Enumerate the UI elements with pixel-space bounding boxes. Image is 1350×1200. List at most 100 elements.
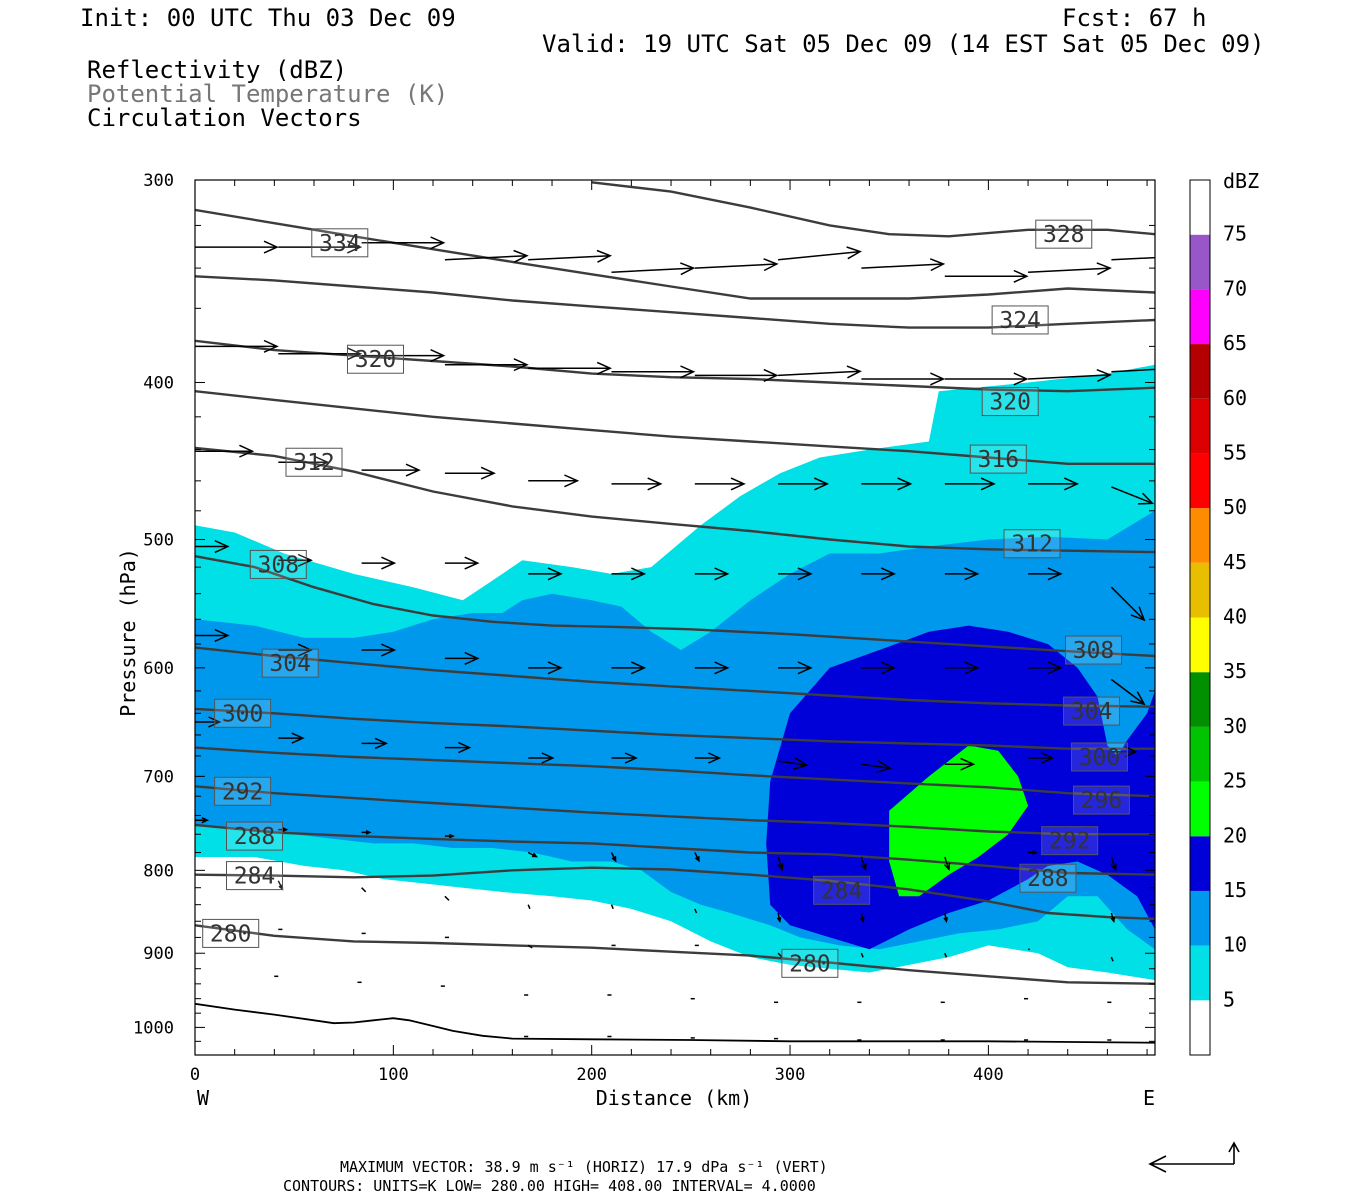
contour-label: 288 bbox=[1027, 866, 1069, 892]
circulation-vector bbox=[611, 752, 638, 764]
circulation-vector bbox=[444, 466, 496, 480]
contour-label: 328 bbox=[1043, 222, 1085, 248]
contour-label: 280 bbox=[210, 921, 252, 947]
field-label-reflectivity: Reflectivity (dBZ) bbox=[87, 56, 347, 84]
theta-contour-328 bbox=[195, 208, 1155, 300]
colorbar-tick-label: 60 bbox=[1223, 386, 1247, 410]
circulation-vector bbox=[1110, 678, 1146, 706]
contour-label-box bbox=[261, 648, 319, 678]
contour-label-box bbox=[346, 344, 404, 374]
circulation-vector bbox=[195, 817, 210, 824]
circulation-vector bbox=[861, 258, 946, 272]
x-axis-label: Distance (km) bbox=[596, 1086, 753, 1110]
circulation-vector bbox=[611, 661, 647, 675]
circulation-vector bbox=[528, 661, 563, 675]
x-axis-west-label: W bbox=[197, 1086, 210, 1110]
theta-contour-312 bbox=[195, 446, 1155, 554]
contour-label-box bbox=[981, 387, 1039, 417]
circulation-vector bbox=[778, 246, 862, 261]
contour-label-box bbox=[969, 444, 1027, 474]
circulation-vector bbox=[1028, 567, 1063, 581]
colorbar: 5 10 15 20 25 30 35 40 45 50 55 60 65 70 75 dBZ bbox=[1189, 169, 1259, 1056]
circulation-vector bbox=[361, 349, 446, 363]
theta-contour-324 bbox=[195, 275, 1155, 329]
colorbar-swatch bbox=[1190, 945, 1210, 1001]
valid-time-label: Valid: 19 UTC Sat 05 Dec 09 (14 EST Sat … bbox=[542, 30, 1264, 58]
circulation-vector bbox=[861, 477, 913, 491]
circulation-vector bbox=[860, 952, 864, 958]
contour-label-box bbox=[1070, 742, 1128, 772]
circulation-vector bbox=[611, 567, 647, 581]
colorbar-tick-label: 65 bbox=[1223, 331, 1247, 355]
max-vector-label: MAXIMUM VECTOR: 38.9 m s⁻¹ (HORIZ) 17.9 … bbox=[340, 1158, 828, 1176]
circulation-vector bbox=[527, 944, 533, 949]
circulation-vector bbox=[444, 741, 472, 754]
circulation-vector bbox=[1028, 850, 1039, 855]
circulation-vector bbox=[861, 760, 892, 773]
colorbar-tick-label: 50 bbox=[1223, 495, 1247, 519]
contours-info-label: CONTOURS: UNITS=K LOW= 280.00 HIGH= 408.… bbox=[283, 1177, 816, 1195]
contour-label: 312 bbox=[1011, 532, 1053, 558]
y-tick-label: 700 bbox=[143, 767, 174, 787]
circulation-vector bbox=[527, 851, 539, 858]
colorbar-swatch bbox=[1190, 344, 1210, 399]
circulation-vector bbox=[278, 643, 313, 657]
circulation-vector bbox=[1110, 912, 1116, 923]
colorbar-swatch bbox=[1190, 180, 1210, 235]
y-tick-label: 1000 bbox=[133, 1018, 174, 1038]
y-tick-label: 300 bbox=[143, 171, 174, 191]
circulation-vector bbox=[1028, 661, 1063, 675]
circulation-vector bbox=[361, 463, 421, 477]
theta-contour-296 bbox=[195, 746, 1155, 798]
circulation-vector bbox=[944, 661, 980, 675]
colorbar-frame bbox=[1189, 179, 1211, 1056]
circulation-vector bbox=[694, 661, 730, 675]
circulation-vector bbox=[361, 236, 446, 250]
colorbar-swatch bbox=[1190, 617, 1210, 673]
contour-label: 304 bbox=[1071, 699, 1113, 725]
contour-label-box bbox=[1003, 529, 1061, 559]
circulation-vector bbox=[610, 904, 614, 910]
contour-label-box bbox=[226, 821, 284, 851]
theta-contour-320 bbox=[195, 339, 1155, 393]
x-tick-label: 100 bbox=[378, 1065, 409, 1085]
x-tick-label: 0 bbox=[190, 1065, 200, 1085]
circulation-vector bbox=[1110, 586, 1146, 622]
contour-label: 284 bbox=[234, 864, 276, 890]
contour-label-box bbox=[1065, 635, 1123, 665]
circulation-vector bbox=[610, 852, 617, 863]
colorbar-tick-label: 30 bbox=[1223, 714, 1247, 738]
circulation-vector bbox=[1111, 368, 1155, 373]
circulation-vector bbox=[361, 643, 397, 657]
circulation-vector bbox=[195, 716, 222, 728]
circulation-vector bbox=[694, 258, 779, 272]
circulation-vector bbox=[694, 752, 722, 764]
circulation-vector bbox=[611, 365, 696, 379]
circulation-vector bbox=[861, 372, 946, 386]
colorbar-swatch bbox=[1190, 398, 1210, 454]
contour-label: 292 bbox=[1049, 829, 1091, 855]
contour-label: 320 bbox=[355, 347, 397, 373]
contour-label-box bbox=[1019, 863, 1077, 893]
field-label-theta: Potential Temperature (K) bbox=[87, 80, 448, 108]
init-label: Init: 00 UTC Thu 03 Dec 09 bbox=[80, 4, 456, 32]
contour-label: 334 bbox=[319, 231, 361, 257]
colorbar-swatch bbox=[1190, 508, 1210, 563]
circulation-vector bbox=[195, 540, 230, 554]
theta-contour-308 bbox=[195, 555, 1155, 658]
circulation-vector bbox=[1111, 256, 1155, 261]
circulation-vector bbox=[444, 358, 529, 372]
colorbar-tick-label: 75 bbox=[1223, 222, 1247, 246]
theta-contour-280 bbox=[195, 924, 1155, 985]
circulation-vector bbox=[944, 372, 1029, 386]
colorbar-tick-label: 5 bbox=[1223, 987, 1235, 1011]
colorbar-swatch bbox=[1190, 672, 1210, 727]
circulation-vector bbox=[195, 628, 230, 642]
contour-label-box bbox=[991, 305, 1049, 335]
contour-label: 280 bbox=[789, 951, 831, 977]
x-tick-label: 300 bbox=[775, 1065, 806, 1085]
circulation-vector bbox=[1110, 856, 1117, 872]
circulation-vector bbox=[528, 567, 563, 581]
circulation-vector bbox=[943, 856, 951, 872]
